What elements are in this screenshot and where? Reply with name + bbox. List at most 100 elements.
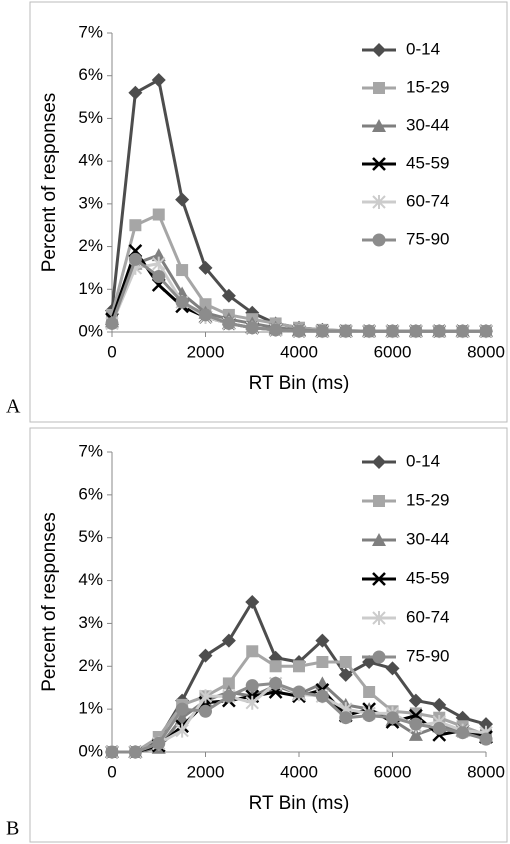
y-axis-label: Percent of responses xyxy=(39,512,60,692)
x-tick-label: 4000 xyxy=(280,762,318,781)
y-tick-label: 2% xyxy=(78,656,103,675)
marker xyxy=(175,295,189,309)
y-axis-label: Percent of responses xyxy=(39,93,60,273)
x-tick-label: 0 xyxy=(107,762,116,781)
marker xyxy=(432,697,447,712)
legend-label: 75-90 xyxy=(406,646,449,665)
y-tick-label: 6% xyxy=(78,65,103,84)
marker xyxy=(175,710,190,724)
y-tick-label: 2% xyxy=(78,236,103,255)
y-tick-label: 6% xyxy=(78,484,103,503)
y-tick-label: 7% xyxy=(78,22,103,41)
marker xyxy=(245,321,259,335)
marker xyxy=(362,709,376,723)
marker xyxy=(151,72,166,87)
legend-label: 15-29 xyxy=(406,490,449,509)
marker xyxy=(198,260,213,275)
marker xyxy=(269,676,283,690)
marker xyxy=(152,256,166,271)
legend-label: 45-59 xyxy=(406,568,449,587)
legend-label: 30-44 xyxy=(406,529,449,548)
marker xyxy=(292,685,306,699)
marker xyxy=(373,82,385,94)
y-tick-label: 5% xyxy=(78,527,103,546)
y-tick-label: 0% xyxy=(78,321,103,340)
marker xyxy=(221,633,236,648)
marker xyxy=(222,677,235,690)
y-tick-label: 3% xyxy=(78,613,103,632)
y-tick-label: 4% xyxy=(78,151,103,170)
marker xyxy=(199,704,212,718)
marker xyxy=(373,495,385,507)
marker xyxy=(316,656,329,668)
marker xyxy=(372,233,386,247)
marker xyxy=(339,324,353,338)
marker xyxy=(372,195,386,209)
x-tick-label: 0 xyxy=(107,342,116,361)
marker xyxy=(372,157,386,171)
panel-label: B xyxy=(6,818,19,840)
x-tick-label: 4000 xyxy=(280,342,318,361)
y-tick-label: 1% xyxy=(78,699,103,718)
marker xyxy=(129,219,142,232)
x-tick-label: 2000 xyxy=(187,762,225,781)
marker xyxy=(456,324,470,338)
marker xyxy=(152,269,166,283)
marker xyxy=(339,656,352,668)
marker xyxy=(105,745,119,759)
legend-label: 0-14 xyxy=(406,39,440,58)
y-tick-label: 0% xyxy=(78,741,103,760)
marker xyxy=(292,324,306,338)
marker xyxy=(199,308,212,322)
marker xyxy=(372,572,386,586)
marker xyxy=(408,693,423,708)
marker xyxy=(479,732,493,746)
y-tick-label: 7% xyxy=(78,441,103,460)
marker xyxy=(269,660,282,673)
marker xyxy=(176,264,189,277)
marker xyxy=(372,650,386,664)
x-axis-label: RT Bin (ms) xyxy=(249,793,350,814)
legend-label: 75-90 xyxy=(406,229,449,248)
marker xyxy=(339,711,353,725)
legend-label: 60-74 xyxy=(406,191,449,210)
marker xyxy=(315,633,330,648)
marker xyxy=(199,298,212,311)
marker xyxy=(222,316,236,330)
marker xyxy=(128,252,142,266)
legend-label: 45-59 xyxy=(406,153,449,172)
marker xyxy=(479,717,493,732)
marker xyxy=(408,727,423,741)
y-tick-label: 4% xyxy=(78,570,103,589)
panel-frame xyxy=(29,427,508,843)
marker xyxy=(409,717,423,731)
y-tick-label: 3% xyxy=(78,193,103,212)
marker xyxy=(362,324,376,338)
marker xyxy=(293,660,305,673)
marker xyxy=(409,324,423,338)
legend-label: 15-29 xyxy=(406,77,449,96)
marker xyxy=(479,324,493,338)
x-axis-label: RT Bin (ms) xyxy=(249,373,350,394)
marker xyxy=(385,661,400,676)
marker xyxy=(245,595,260,609)
marker xyxy=(315,324,329,338)
marker xyxy=(128,745,142,759)
marker xyxy=(386,711,399,725)
legend-label: 60-74 xyxy=(406,607,449,626)
x-tick-label: 6000 xyxy=(374,342,412,361)
y-tick-label: 1% xyxy=(78,279,103,298)
legend-label: 30-44 xyxy=(406,115,449,134)
marker xyxy=(245,695,259,710)
marker xyxy=(198,689,213,704)
marker xyxy=(372,455,386,469)
marker xyxy=(432,721,446,735)
panel-label: A xyxy=(6,396,21,418)
x-tick-label: 6000 xyxy=(374,762,412,781)
marker xyxy=(456,726,470,740)
y-tick-label: 5% xyxy=(78,108,103,127)
x-tick-label: 8000 xyxy=(467,342,505,361)
marker xyxy=(222,689,236,703)
